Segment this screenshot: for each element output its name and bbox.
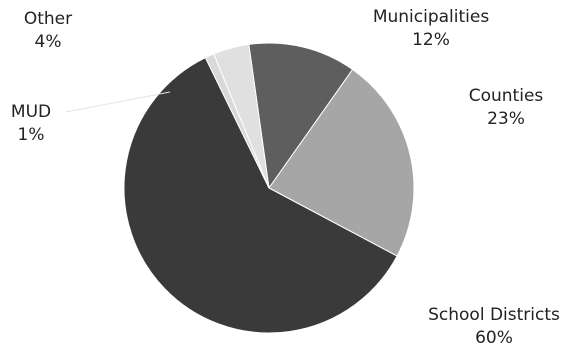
pie-slice-other — [213, 43, 270, 189]
label-municipalities: Municipalities 12% — [373, 6, 489, 52]
label-mud-name: MUD — [10, 102, 52, 122]
label-other-value: 4% — [34, 32, 62, 52]
label-counties: Counties 23% — [469, 85, 544, 131]
label-municipalities-value: 12% — [412, 30, 450, 50]
label-municipalities-name: Municipalities — [372, 7, 490, 27]
leader-line-mud — [65, 91, 171, 113]
label-other: Other 4% — [24, 8, 72, 54]
label-school-districts: School Districts 60% — [428, 304, 560, 350]
pie-slice-school-districts — [123, 57, 398, 334]
label-counties-value: 23% — [487, 109, 525, 129]
label-mud-value: 1% — [17, 125, 45, 145]
label-school-districts-value: 60% — [475, 328, 513, 348]
label-other-name: Other — [23, 9, 73, 29]
label-mud: MUD 1% — [11, 101, 51, 147]
pie-slice-counties — [268, 68, 415, 257]
pie-slice-municipalities — [248, 42, 354, 190]
label-counties-name: Counties — [468, 86, 544, 106]
label-school-districts-name: School Districts — [428, 305, 560, 325]
